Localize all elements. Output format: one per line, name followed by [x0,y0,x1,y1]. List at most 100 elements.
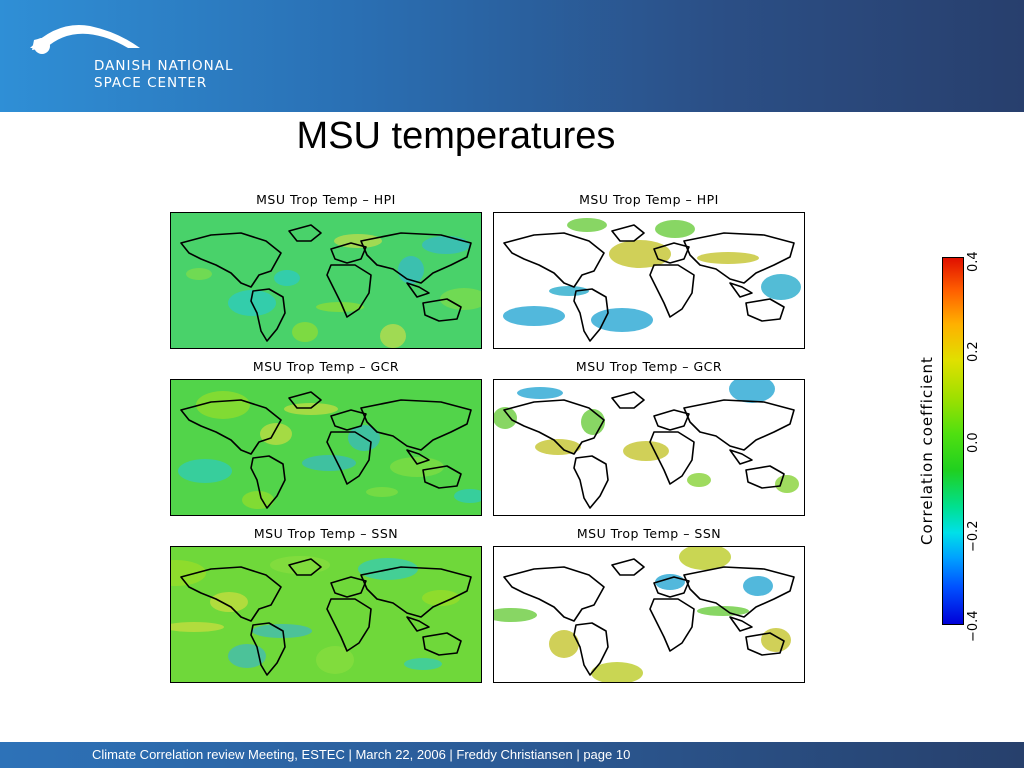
coastline [360,399,472,451]
coastline [326,598,372,652]
correlation-region [242,491,274,509]
footer-text: Climate Correlation review Meeting, ESTE… [92,747,631,762]
coastline [422,632,462,656]
correlation-map [170,546,482,683]
coastline [406,449,430,465]
coastline [250,622,286,676]
coastline [180,566,282,622]
coastline [745,632,785,656]
coastline [573,288,609,342]
correlation-region [186,268,212,280]
correlation-region [687,473,711,487]
coastline [745,465,785,489]
coastline [683,566,795,618]
panel-title: MSU Trop Temp – HPI [256,192,396,207]
coastline [503,232,605,288]
correlation-region [567,218,607,232]
correlation-region [679,547,731,570]
coastline [288,224,322,242]
coastline [422,298,462,322]
correlation-region [316,302,364,312]
coastline [326,264,372,318]
correlation-region [380,324,406,348]
panel-title: MSU Trop Temp – GCR [575,359,723,374]
correlation-region [390,457,444,477]
correlation-region [517,387,563,399]
coastline [729,282,753,298]
correlation-region [503,306,565,326]
colorbar-tick: 0.2 [966,341,981,362]
org-name-line2: SPACE CENTER [94,75,208,91]
correlation-region [210,592,248,612]
correlation-region [761,274,801,300]
coastline [573,455,609,509]
coastline [611,224,645,242]
correlation-region [623,441,669,461]
world-map [171,380,481,515]
panel-title: MSU Trop Temp – SSN [576,526,722,541]
coastline [503,399,605,455]
correlation-region [697,252,759,264]
coastline [250,455,286,509]
world-map [494,547,804,682]
panel-title: MSU Trop Temp – HPI [579,192,719,207]
correlation-map [170,212,482,349]
colorbar-tick: −0.2 [966,520,981,552]
correlation-region [581,409,605,435]
header-banner: DANISH NATIONAL SPACE CENTER [0,0,1024,112]
coastline [683,399,795,451]
coastline [360,232,472,284]
correlation-region [422,590,460,606]
slide-title: MSU temperatures [0,115,912,158]
coastline [649,431,695,485]
logo-text: DANISH NATIONAL SPACE CENTER [94,58,233,92]
dnsc-logo: DANISH NATIONAL SPACE CENTER [24,18,284,98]
correlation-region [366,487,398,497]
correlation-region [292,322,318,342]
correlation-region [591,662,643,682]
slide-title-text: MSU temperatures [296,115,616,157]
coastline [611,558,645,576]
colorbar-tick: −0.4 [966,610,981,642]
correlation-region [494,407,517,429]
map-background [494,547,804,682]
correlation-region [549,630,579,658]
coastline [422,465,462,489]
map-panel: MSU Trop Temp – HPI [170,192,482,358]
correlation-region [697,606,749,616]
coastline [180,399,282,455]
coastline [573,622,609,676]
correlation-region [178,459,232,483]
map-panel: MSU Trop Temp – GCR [493,359,805,525]
world-map [171,547,481,682]
map-panel: MSU Trop Temp – SSN [493,526,805,692]
correlation-region [228,644,266,668]
correlation-region [171,560,206,586]
correlation-map [493,379,805,516]
coastline [360,566,472,618]
world-map [494,213,804,348]
correlation-map [170,379,482,516]
coastline [653,242,690,264]
colorbar-tick: 0.4 [966,251,981,272]
coastline [729,616,753,632]
correlation-region [274,270,300,286]
correlation-region [422,236,470,254]
correlation-region [609,240,671,268]
coastline [250,288,286,342]
coastline [653,576,690,598]
correlation-region [494,608,537,622]
coastline [683,232,795,284]
correlation-region [655,220,695,238]
correlation-region [196,391,250,419]
correlation-region [775,475,799,493]
coastline [649,264,695,318]
correlation-region [270,556,330,574]
map-background [494,213,804,348]
coastline [180,232,282,288]
colorbar [942,257,964,625]
colorbar-label: Correlation coefficient [918,356,936,545]
coastline [330,242,367,264]
panel-title: MSU Trop Temp – GCR [252,359,400,374]
correlation-region [549,286,589,296]
